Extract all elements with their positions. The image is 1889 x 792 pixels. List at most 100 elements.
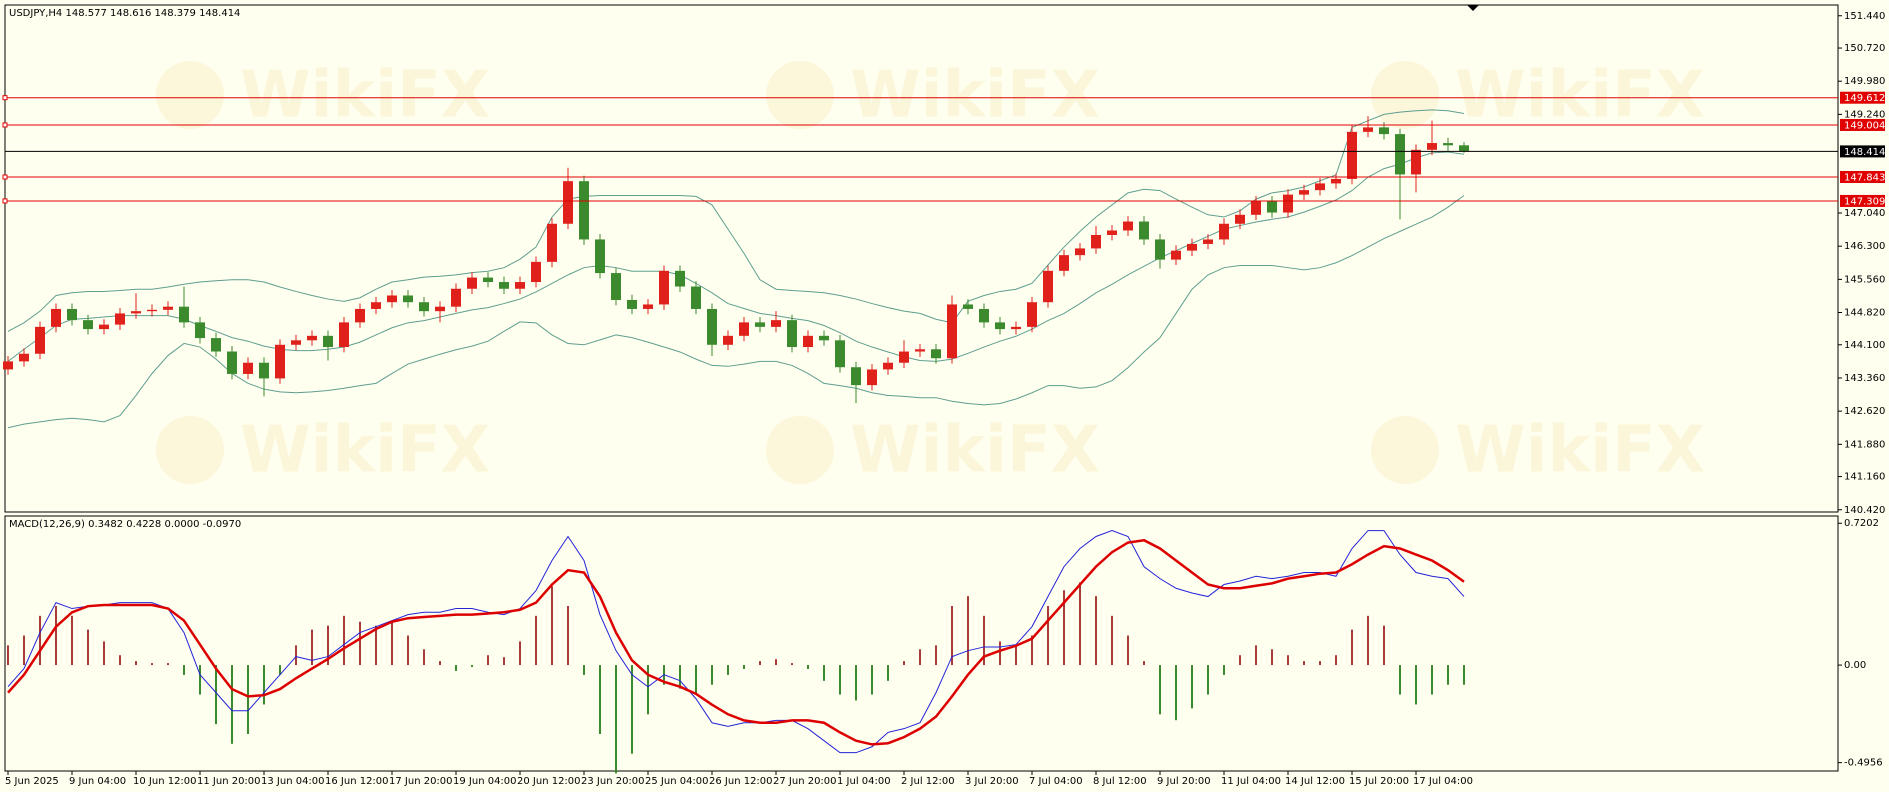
candle-body	[403, 295, 413, 303]
x-tick-label: 11 Jun 20:00	[197, 776, 261, 787]
y-tick-label: 0.7202	[1844, 518, 1879, 529]
candle-body	[1267, 201, 1277, 213]
x-tick-label: 9 Jun 04:00	[69, 776, 126, 787]
histogram-bar	[1063, 590, 1065, 666]
candle-body	[1395, 134, 1405, 175]
level-label-bg	[1840, 171, 1885, 184]
level-label: 149.612	[1844, 93, 1885, 104]
candle-body	[259, 362, 269, 379]
watermark-logo	[156, 61, 224, 129]
y-tick-label: 140.420	[1844, 505, 1885, 516]
candle-body	[387, 295, 397, 303]
candle-body	[51, 308, 61, 327]
histogram-bar	[231, 665, 233, 744]
candle-body	[467, 277, 477, 289]
x-tick-label: 8 Jul 12:00	[1093, 776, 1147, 787]
histogram-bar	[1223, 665, 1225, 675]
histogram-bar	[743, 665, 745, 669]
candle-body	[1027, 302, 1037, 327]
watermark: WikiFX	[240, 414, 490, 488]
histogram-bar	[1431, 665, 1433, 695]
histogram-bar	[343, 615, 345, 666]
candle-body	[931, 349, 941, 359]
candle-body	[963, 304, 973, 309]
x-tick-label: 17 Jul 04:00	[1413, 776, 1473, 787]
level-label: 148.414	[1844, 147, 1885, 158]
candle-body	[1315, 183, 1325, 191]
y-tick-label: 150.720	[1844, 43, 1885, 54]
histogram-bar	[1127, 635, 1129, 666]
histogram-bar	[919, 649, 921, 666]
histogram-bar	[407, 635, 409, 666]
level-label: 149.004	[1844, 120, 1885, 131]
candle-body	[131, 311, 141, 314]
histogram-bar	[439, 661, 441, 666]
candle-body	[883, 362, 893, 370]
candle-body	[1091, 234, 1101, 249]
histogram-bar	[103, 641, 105, 666]
histogram-bar	[1015, 645, 1017, 666]
histogram-bar	[1079, 582, 1081, 666]
histogram-bar	[647, 665, 649, 715]
candle-body	[435, 306, 445, 312]
candle-body	[1427, 143, 1437, 150]
candle-body	[99, 324, 109, 330]
histogram-bar	[119, 655, 121, 666]
candle-body	[1123, 221, 1133, 231]
histogram-bar	[551, 586, 553, 666]
candle-body	[579, 181, 589, 240]
candle-body	[627, 299, 637, 309]
watermark: WikiFX	[1455, 414, 1705, 488]
histogram-bar	[1159, 665, 1161, 715]
level-handle	[2, 122, 8, 128]
candle-body	[1139, 221, 1149, 240]
candle-body	[691, 286, 701, 309]
histogram-bar	[503, 657, 505, 666]
candle-body	[1379, 127, 1389, 135]
candle-body	[1443, 143, 1453, 146]
candle-body	[675, 270, 685, 287]
candle-body	[19, 353, 29, 362]
watermarks: WikiFX WikiFX WikiFX WikiFX WikiFX WikiFX	[156, 59, 1705, 488]
level-handle	[2, 198, 8, 204]
histogram-bar	[1303, 661, 1305, 666]
macd-panel	[4, 515, 1839, 772]
histogram-bar	[1271, 649, 1273, 666]
x-tick-label: 15 Jul 20:00	[1349, 776, 1409, 787]
candle-body	[707, 308, 717, 345]
level-label-bg	[1840, 145, 1885, 158]
y-tick-label: 149.980	[1844, 76, 1885, 87]
watermark-logo	[1371, 416, 1439, 484]
candle-body	[195, 322, 205, 339]
y-tick-label: 141.160	[1844, 472, 1885, 483]
histogram-bar	[567, 605, 569, 666]
y-tick-label: 141.880	[1844, 439, 1885, 450]
candle-body	[1251, 201, 1261, 215]
candle-body	[1171, 250, 1181, 260]
candle-body	[1347, 131, 1357, 179]
chart-title: USDJPY,H4 148.577 148.616 148.379 148.41…	[9, 8, 240, 19]
level-label-bg	[1840, 91, 1885, 104]
candle-body	[915, 349, 925, 352]
histogram-bar	[983, 615, 985, 666]
histogram-bar	[631, 665, 633, 754]
histogram-bar	[951, 605, 953, 666]
candle-body	[835, 340, 845, 368]
candle-body	[1059, 255, 1069, 271]
histogram-bar	[535, 615, 537, 666]
candle-body	[483, 277, 493, 283]
x-tick-label: 2 Jul 12:00	[901, 776, 955, 787]
candle-body	[755, 322, 765, 327]
watermark-logo	[156, 416, 224, 484]
histogram-bar	[791, 663, 793, 666]
candle-body	[547, 223, 557, 262]
signal-line	[7, 538, 1465, 746]
candle-body	[1235, 214, 1245, 224]
histogram-bar	[391, 621, 393, 666]
histogram-bar	[1047, 605, 1049, 666]
y-tick-label: 147.040	[1844, 208, 1885, 219]
level-label-bg	[1840, 118, 1885, 131]
histogram-bar	[1415, 665, 1417, 705]
x-tick-label: 19 Jun 04:00	[453, 776, 517, 787]
y-tick-label: -0.4956	[1844, 758, 1883, 769]
